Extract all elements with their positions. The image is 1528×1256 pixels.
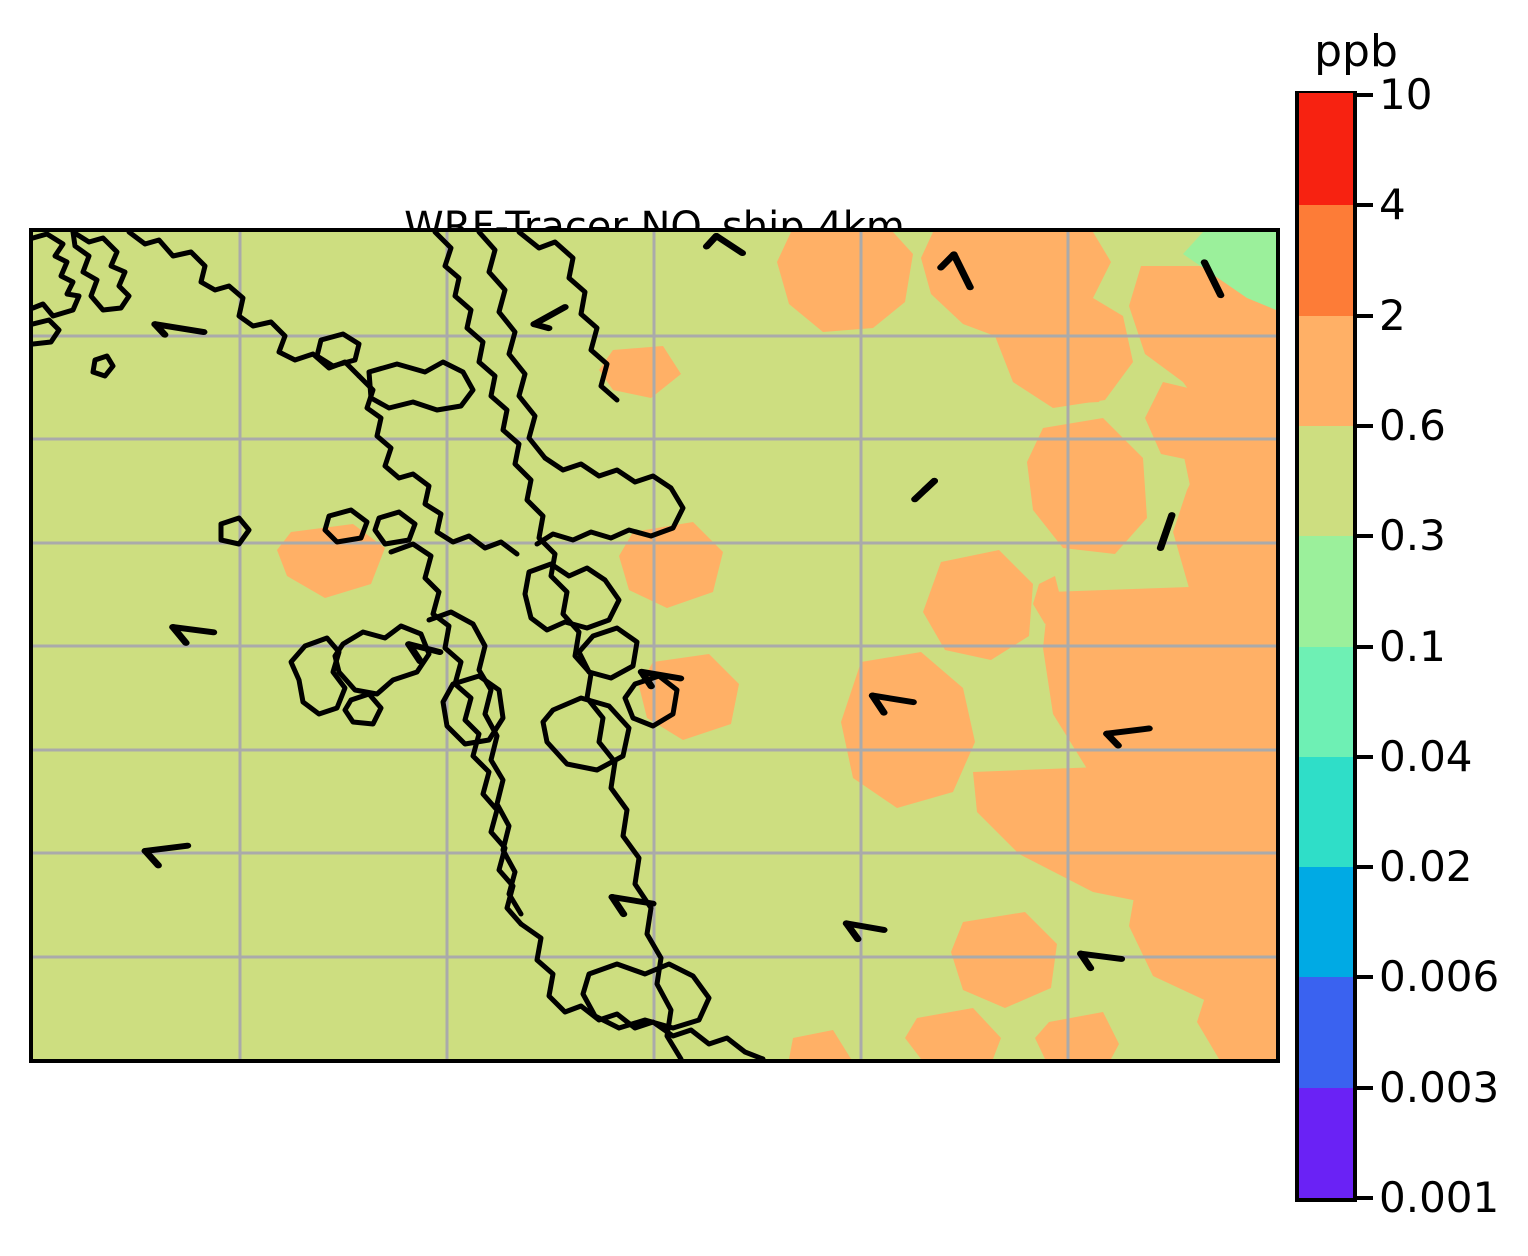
- plume-patch: [777, 232, 913, 332]
- plume-patch: [1033, 576, 1063, 624]
- wind-barb: [937, 251, 974, 291]
- colorbar-tick-label: 0.1: [1379, 621, 1446, 671]
- wind-barb: [169, 624, 218, 646]
- coastline-path: [70, 232, 132, 313]
- coastline-path: [33, 317, 62, 347]
- colorbar-tick: [1357, 975, 1373, 980]
- coastline-path: [580, 961, 712, 1031]
- coastline-path: [90, 353, 116, 379]
- colorbar-band: [1299, 644, 1353, 757]
- coastline-group: [33, 232, 766, 1059]
- plume-patch: [1219, 732, 1276, 776]
- coastline-path: [33, 232, 82, 319]
- colorbar-unit-label: ppb: [1314, 26, 1398, 77]
- wind-barb: [1200, 259, 1225, 299]
- plume-patch: [1197, 966, 1276, 1059]
- colorbar-tick-label: 10: [1379, 70, 1433, 119]
- coastline-path: [288, 635, 348, 717]
- coastline-path: [476, 232, 548, 461]
- map-svg: [33, 232, 1276, 1059]
- wind-barb: [141, 842, 192, 869]
- colorbar-band: [1299, 534, 1353, 647]
- map-plot-area[interactable]: [29, 228, 1280, 1063]
- wind-barb: [608, 894, 657, 918]
- coastline-path: [534, 455, 686, 547]
- plume-patch: [1043, 584, 1276, 800]
- wind-barb: [151, 321, 208, 338]
- corner-patch-group: [1183, 232, 1276, 310]
- coastline-path: [356, 373, 520, 557]
- plume-patch: [923, 550, 1033, 660]
- coastline-path: [522, 561, 622, 633]
- colorbar-tick: [1357, 423, 1373, 428]
- colorbar-tick-label: 0.006: [1379, 952, 1500, 1002]
- colorbar-tick-label: 0.02: [1379, 842, 1473, 892]
- coastline-path: [366, 359, 476, 413]
- map-canvas: [33, 232, 1276, 1059]
- colorbar-tick: [1357, 313, 1373, 318]
- wind-barb: [637, 668, 685, 690]
- plume-patch: [951, 912, 1057, 1008]
- colorbar-tick: [1357, 1196, 1373, 1200]
- colorbar[interactable]: [1295, 91, 1357, 1202]
- colorbar-tick-label: 0.04: [1379, 731, 1473, 781]
- coastline-path: [432, 232, 684, 1059]
- wind-barb-group: [141, 232, 1225, 972]
- colorbar-tick-label: 0.003: [1379, 1062, 1500, 1112]
- corner-patch: [1183, 232, 1276, 310]
- colorbar-tick-label: 2: [1379, 290, 1406, 340]
- plume-patch: [1035, 1012, 1119, 1059]
- wind-barb: [405, 641, 444, 665]
- coastline-path: [126, 232, 362, 379]
- wind-barb: [842, 920, 888, 943]
- colorbar-tick: [1357, 93, 1373, 97]
- colorbar-band: [1299, 313, 1353, 426]
- wind-barb: [1077, 950, 1126, 972]
- wind-barb: [1156, 512, 1176, 552]
- colorbar-tick: [1357, 644, 1373, 649]
- plume-patch: [1043, 344, 1115, 404]
- coastline-path: [372, 509, 418, 547]
- colorbar-tick-label: 0.6: [1379, 400, 1446, 450]
- coastline-path: [622, 673, 680, 729]
- plume-patch: [1027, 418, 1147, 554]
- plume-patch: [599, 346, 681, 398]
- coastline-path: [322, 507, 370, 545]
- colorbar-band: [1299, 755, 1353, 868]
- plume-patch: [905, 1008, 1001, 1059]
- plume-patch: [1145, 382, 1229, 462]
- coastline-path: [540, 695, 632, 773]
- coastline-path: [516, 232, 620, 403]
- wind-barb: [530, 304, 569, 332]
- wind-barb: [702, 232, 747, 257]
- wind-barb: [868, 692, 917, 716]
- coastline-path: [388, 541, 524, 927]
- colorbar-tick: [1357, 1085, 1373, 1090]
- colorbar-band: [1299, 975, 1353, 1088]
- colorbar-band: [1299, 93, 1353, 206]
- colorbar-tick-label: 0.001: [1379, 1173, 1500, 1222]
- colorbar-tick: [1357, 534, 1373, 539]
- plume-patch: [789, 1030, 851, 1059]
- colorbar-tick-label: 0.3: [1379, 511, 1446, 561]
- coastline-path: [440, 673, 506, 747]
- coastline-path: [218, 515, 252, 547]
- colorbar-band: [1299, 424, 1353, 537]
- colorbar-tick-label: 4: [1379, 180, 1406, 230]
- coastline-path: [576, 625, 640, 681]
- wind-barb: [911, 477, 938, 503]
- coastline-path: [518, 921, 766, 1059]
- plume-patch: [841, 652, 975, 808]
- plume-patch: [973, 760, 1276, 908]
- colorbar-tick: [1357, 203, 1373, 208]
- colorbar-band: [1299, 1086, 1353, 1198]
- wind-barb: [1103, 725, 1153, 749]
- coastline-path: [314, 331, 362, 369]
- coastline-path: [426, 609, 524, 917]
- colorbar-tick: [1357, 754, 1373, 759]
- colorbar-band: [1299, 865, 1353, 978]
- colorbar-band: [1299, 203, 1353, 316]
- coastline-path: [332, 623, 432, 697]
- colorbar-tick: [1357, 865, 1373, 870]
